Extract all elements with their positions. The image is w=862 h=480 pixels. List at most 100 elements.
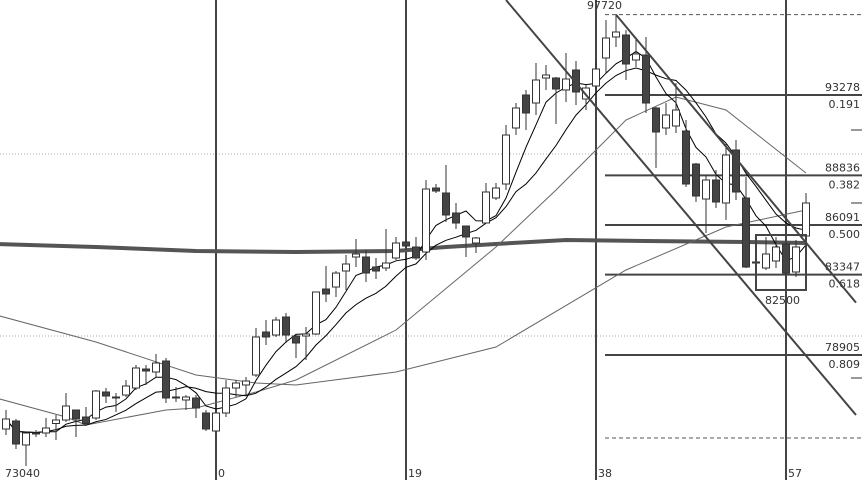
- candle: [182, 395, 190, 411]
- candle: [622, 29, 630, 80]
- candle: [512, 103, 520, 136]
- candle: [592, 60, 600, 90]
- candle: [252, 328, 260, 377]
- candle: [12, 418, 20, 450]
- ma-long-line: [0, 237, 807, 255]
- candle-body-up: [482, 191, 490, 224]
- candle-body-up: [212, 412, 220, 432]
- candle-body-up: [252, 336, 260, 376]
- candle: [332, 271, 340, 297]
- candle: [292, 335, 300, 358]
- candle-body-up: [132, 367, 140, 389]
- candle-body-up: [232, 382, 240, 389]
- candle: [712, 170, 720, 208]
- candle: [372, 257, 380, 279]
- candle-body-down: [732, 149, 740, 193]
- candle: [112, 392, 120, 412]
- candle: [682, 120, 690, 187]
- candle: [772, 236, 780, 268]
- range-box-rect: [755, 234, 807, 291]
- candle: [172, 386, 180, 403]
- candle-body-down: [452, 212, 460, 224]
- candle: [662, 103, 670, 136]
- x-tick-label: 57: [788, 467, 802, 480]
- candle-body-up: [22, 432, 30, 446]
- fib-price-label: 86091: [825, 211, 860, 224]
- candle: [652, 107, 660, 168]
- candle-body-up: [2, 418, 10, 430]
- candle: [382, 228, 390, 272]
- candle-body-down: [102, 391, 110, 397]
- candle-body-down: [552, 77, 560, 90]
- candle: [242, 376, 250, 396]
- candle: [392, 236, 400, 261]
- candle-body-up: [532, 79, 540, 104]
- ma-mid-line: [0, 96, 807, 426]
- candle-body-up: [92, 390, 100, 419]
- candle-body-up: [392, 242, 400, 259]
- candle: [402, 239, 410, 250]
- candle: [132, 364, 140, 390]
- candle: [462, 225, 470, 258]
- candle: [212, 410, 220, 433]
- candle: [22, 432, 30, 462]
- candle-body-up: [512, 107, 520, 129]
- candle-body-down: [202, 412, 210, 430]
- candle-body-up: [52, 419, 60, 424]
- candle: [322, 265, 330, 303]
- candle-body-down: [712, 179, 720, 203]
- candle-body-up: [502, 134, 510, 185]
- fib-ratio-label: 0.382: [829, 178, 861, 191]
- candle-body-down: [142, 368, 150, 372]
- trend-channel: [505, 0, 857, 416]
- candle-body-down: [362, 256, 370, 274]
- candle: [422, 179, 430, 261]
- channel-upper-line: [615, 14, 857, 304]
- candle-body-down: [162, 360, 170, 399]
- candle-body-up: [722, 154, 730, 204]
- candle: [32, 429, 40, 437]
- candle-body-up: [792, 246, 800, 273]
- candle: [602, 20, 610, 73]
- fib-ratio-label: 0.618: [829, 278, 861, 291]
- candle-body-up: [422, 188, 430, 253]
- channel-lower-line: [505, 0, 857, 416]
- candle-body-up: [352, 253, 360, 258]
- moving-averages: [0, 50, 807, 433]
- candle: [232, 379, 240, 397]
- candle: [472, 236, 480, 254]
- candle: [792, 239, 800, 278]
- candle-body-up: [612, 31, 620, 38]
- candle-body-up: [302, 333, 310, 337]
- range-box: [755, 234, 807, 291]
- candle-body-down: [642, 54, 650, 104]
- fib-ratio-label: 0.500: [829, 228, 861, 241]
- candle: [482, 182, 490, 224]
- candle-body-down: [372, 266, 380, 272]
- candle: [272, 317, 280, 337]
- ma-10-line: [5, 67, 807, 433]
- candle-body-down: [172, 396, 180, 399]
- low-price-label: 73040: [5, 467, 40, 480]
- candle-body-up: [312, 291, 320, 335]
- x-tick-label: 0: [218, 467, 225, 480]
- fib-ratio-label: 0.809: [829, 358, 861, 371]
- candle-body-up: [332, 272, 340, 288]
- candle: [532, 63, 540, 115]
- candle-body-up: [152, 362, 160, 373]
- candle: [542, 64, 550, 90]
- x-tick-label: 38: [598, 467, 612, 480]
- candle-body-up: [42, 427, 50, 434]
- candle-body-down: [742, 197, 750, 268]
- candle-body-down: [692, 163, 700, 197]
- candle-body-down: [412, 246, 420, 259]
- candle: [742, 176, 750, 268]
- candle: [82, 407, 90, 426]
- candle-body-up: [592, 68, 600, 87]
- candle: [62, 392, 70, 422]
- candle: [42, 417, 50, 437]
- candle: [412, 236, 420, 261]
- candle: [192, 395, 200, 418]
- candle: [362, 250, 370, 283]
- candle: [282, 313, 290, 343]
